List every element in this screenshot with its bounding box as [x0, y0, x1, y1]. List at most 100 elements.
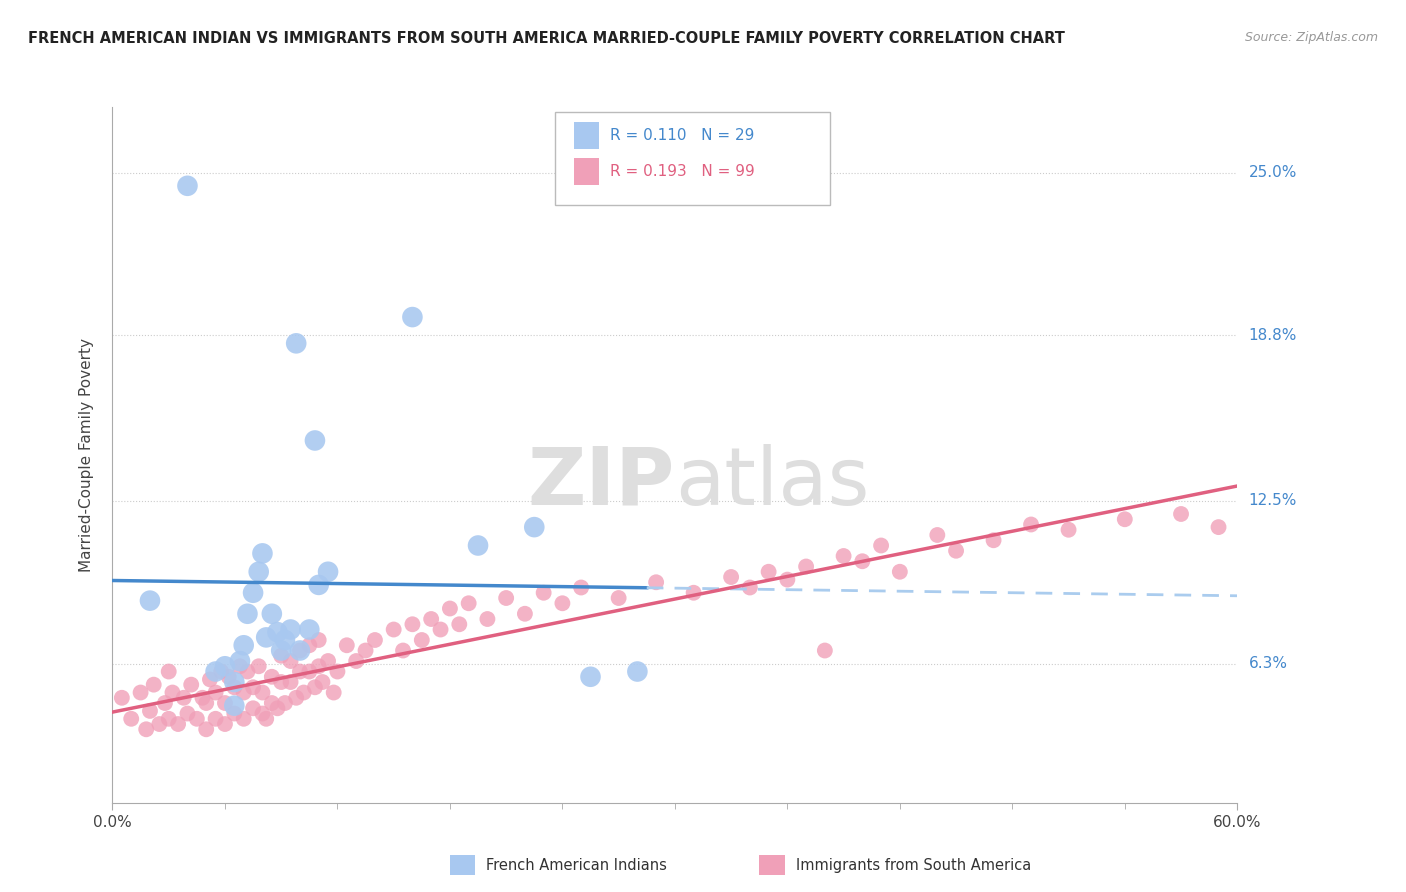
Point	[232, 712, 254, 726]
Point	[274, 696, 297, 710]
Point	[382, 623, 405, 637]
Point	[607, 591, 630, 605]
Point	[135, 723, 157, 737]
Point	[298, 665, 321, 679]
Point	[214, 659, 236, 673]
Point	[195, 696, 218, 710]
Point	[111, 690, 134, 705]
Point	[477, 612, 499, 626]
Point	[209, 665, 232, 679]
Point	[280, 623, 302, 637]
Point	[173, 690, 195, 705]
Point	[270, 648, 292, 663]
Point	[682, 586, 704, 600]
Point	[214, 717, 236, 731]
Point	[344, 654, 367, 668]
Point	[832, 549, 855, 563]
Point	[204, 712, 226, 726]
Point	[280, 654, 302, 668]
Point	[285, 336, 308, 351]
Point	[1208, 520, 1230, 534]
Point	[270, 643, 292, 657]
Point	[288, 643, 311, 657]
Text: R = 0.193   N = 99: R = 0.193 N = 99	[610, 164, 755, 178]
Point	[162, 685, 184, 699]
Point	[579, 670, 602, 684]
Point	[214, 696, 236, 710]
Point	[814, 643, 837, 657]
Point	[252, 546, 274, 560]
Point	[738, 581, 761, 595]
Point	[224, 698, 246, 713]
Point	[224, 706, 246, 721]
Point	[851, 554, 873, 568]
Point	[420, 612, 443, 626]
Point	[794, 559, 817, 574]
Point	[298, 638, 321, 652]
Text: 12.5%: 12.5%	[1249, 493, 1296, 508]
Point	[157, 712, 180, 726]
Point	[720, 570, 742, 584]
Point	[254, 712, 277, 726]
Point	[523, 520, 546, 534]
Point	[288, 665, 311, 679]
Point	[401, 310, 423, 324]
Point	[304, 434, 326, 448]
Point	[204, 665, 226, 679]
Point	[224, 680, 246, 694]
Point	[242, 680, 264, 694]
Point	[889, 565, 911, 579]
Point	[1170, 507, 1192, 521]
Point	[252, 685, 274, 699]
Point	[776, 573, 799, 587]
Point	[304, 680, 326, 694]
Text: R = 0.110   N = 29: R = 0.110 N = 29	[610, 128, 755, 143]
Point	[645, 575, 668, 590]
Point	[120, 712, 142, 726]
Point	[401, 617, 423, 632]
Point	[411, 633, 433, 648]
Point	[242, 701, 264, 715]
Point	[449, 617, 471, 632]
Point	[429, 623, 451, 637]
Point	[204, 685, 226, 699]
Point	[247, 565, 270, 579]
Point	[983, 533, 1005, 548]
Point	[311, 675, 333, 690]
Point	[316, 565, 339, 579]
Point	[180, 678, 202, 692]
Text: FRENCH AMERICAN INDIAN VS IMMIGRANTS FROM SOUTH AMERICA MARRIED-COUPLE FAMILY PO: FRENCH AMERICAN INDIAN VS IMMIGRANTS FRO…	[28, 31, 1064, 46]
Point	[129, 685, 152, 699]
Point	[316, 654, 339, 668]
Text: 25.0%: 25.0%	[1249, 165, 1296, 180]
Text: Immigrants from South America: Immigrants from South America	[796, 857, 1031, 872]
Point	[236, 665, 259, 679]
Point	[157, 665, 180, 679]
Text: Source: ZipAtlas.com: Source: ZipAtlas.com	[1244, 31, 1378, 45]
Point	[336, 638, 359, 652]
Point	[626, 665, 648, 679]
Point	[1019, 517, 1042, 532]
Point	[274, 633, 297, 648]
Point	[292, 685, 315, 699]
Point	[195, 723, 218, 737]
Point	[285, 690, 308, 705]
Point	[252, 706, 274, 721]
Point	[322, 685, 344, 699]
Point	[139, 593, 162, 607]
Text: 6.3%: 6.3%	[1249, 657, 1288, 671]
Text: 18.8%: 18.8%	[1249, 328, 1296, 343]
Point	[198, 673, 221, 687]
Point	[229, 654, 252, 668]
Point	[229, 659, 252, 673]
Point	[148, 717, 170, 731]
Point	[260, 670, 283, 684]
Point	[1114, 512, 1136, 526]
Point	[308, 578, 330, 592]
Point	[298, 623, 321, 637]
Point	[870, 539, 893, 553]
Point	[758, 565, 780, 579]
Point	[513, 607, 536, 621]
Point	[218, 670, 240, 684]
Point	[260, 607, 283, 621]
